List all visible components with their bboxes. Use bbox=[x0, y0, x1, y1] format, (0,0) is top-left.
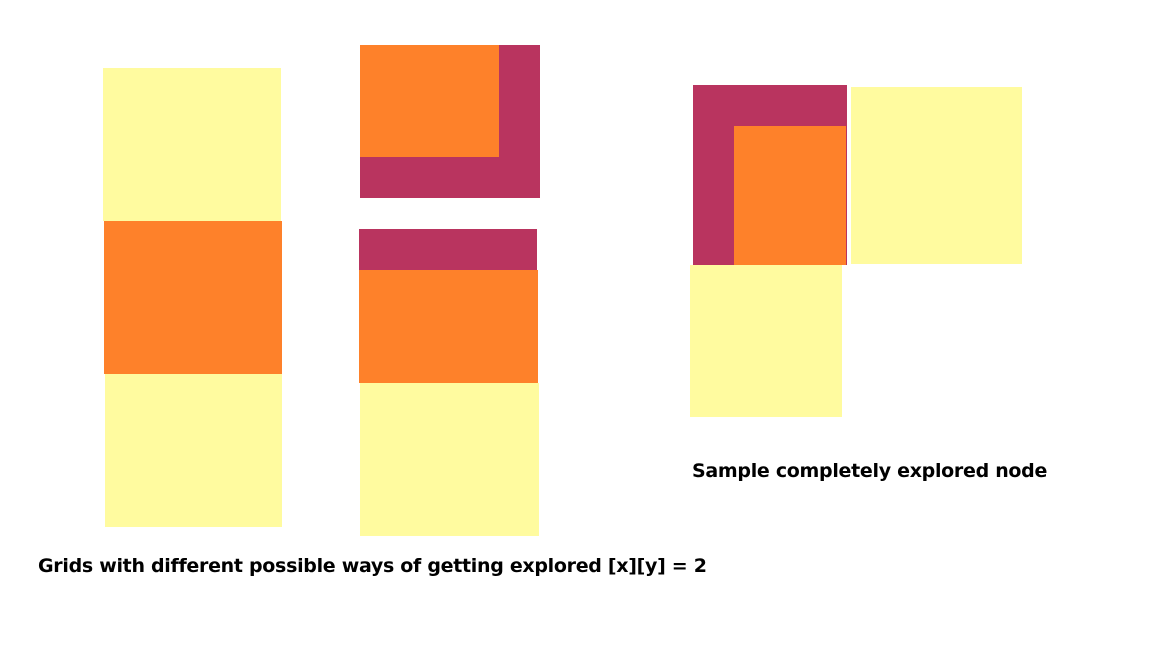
grid-1-top-yellow-cell bbox=[103, 68, 281, 221]
sample-right-yellow-cell bbox=[851, 87, 1022, 264]
grid-3-bottom-yellow-cell bbox=[360, 383, 539, 536]
sample-caption: Sample completely explored node bbox=[692, 460, 1048, 482]
grids-caption: Grids with different possible ways of ge… bbox=[38, 555, 707, 577]
grid-1-middle-orange-cell bbox=[104, 221, 282, 374]
sample-orange-cell bbox=[734, 126, 846, 265]
grid-3-orange-cell bbox=[359, 270, 538, 383]
grid-3-crimson-top-strip bbox=[359, 229, 537, 270]
grid-1-bottom-yellow-cell bbox=[105, 374, 282, 527]
sample-bottom-yellow-cell bbox=[690, 265, 842, 417]
grid-2-orange-cell bbox=[360, 45, 499, 157]
